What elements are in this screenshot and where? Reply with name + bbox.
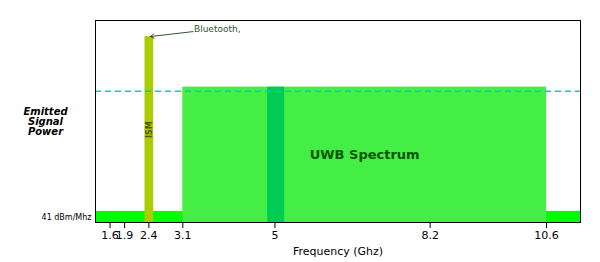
svg-text:UWB Spectrum: UWB Spectrum [310,147,420,162]
svg-text:Frequency (Ghz): Frequency (Ghz) [293,245,383,258]
svg-text:41 dBm/Mhz: 41 dBm/Mhz [42,213,92,222]
svg-text:ISM: ISM [145,121,154,138]
svg-text:1.6: 1.6 [101,229,119,243]
svg-text:2.4: 2.4 [140,229,158,242]
svg-text:EmittedSignalPower: EmittedSignalPower [23,106,68,137]
svg-text:1.9: 1.9 [116,229,134,242]
svg-text:Bluetooth,: Bluetooth, [194,24,241,34]
svg-text:8.2: 8.2 [421,229,439,242]
svg-text:5: 5 [271,229,278,242]
svg-text:3.1: 3.1 [174,229,192,242]
svg-text:10.6: 10.6 [534,229,559,242]
